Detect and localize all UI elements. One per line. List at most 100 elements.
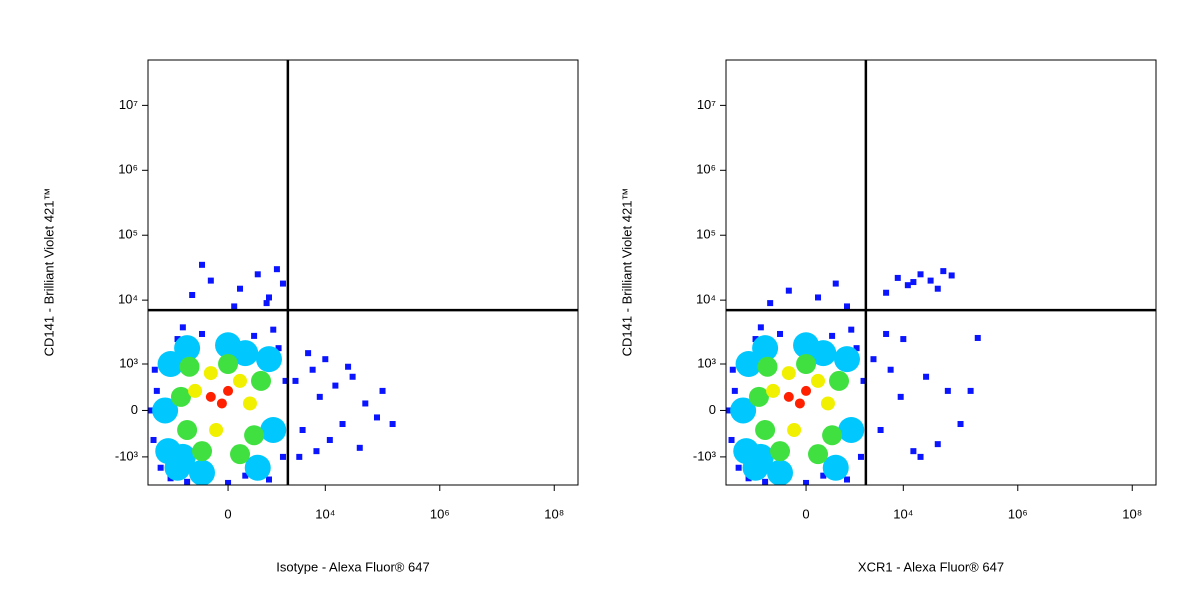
point (752, 336, 759, 343)
x-tick-label: 10⁴ (893, 506, 913, 521)
point (389, 421, 396, 428)
point (747, 443, 774, 470)
point (897, 393, 904, 400)
point (356, 444, 363, 451)
point (887, 366, 894, 373)
points (148, 261, 396, 485)
point (811, 373, 826, 388)
point (266, 294, 273, 301)
y-tick-label: 10⁶ (118, 162, 138, 177)
point (244, 425, 265, 446)
point (218, 354, 239, 375)
point (883, 289, 890, 296)
point (766, 383, 781, 398)
point (275, 345, 282, 352)
x-tick-label: 0 (224, 506, 231, 521)
point (770, 441, 791, 462)
point (803, 479, 810, 485)
point (757, 324, 764, 331)
y-tick-label: 10⁶ (696, 162, 716, 177)
point (829, 332, 836, 339)
point (174, 336, 181, 343)
y-tick-label: 10⁷ (119, 97, 138, 112)
point (184, 478, 191, 485)
point (731, 387, 738, 394)
point (820, 396, 835, 411)
point (777, 330, 784, 337)
point (853, 345, 860, 352)
point (781, 366, 796, 381)
point (748, 386, 769, 407)
point (787, 422, 802, 437)
point (729, 366, 736, 373)
point (260, 416, 287, 443)
point (242, 472, 249, 479)
point (225, 479, 232, 485)
point (296, 453, 303, 460)
y-tick-label: 0 (709, 402, 716, 417)
point (934, 441, 941, 448)
point (940, 268, 947, 275)
panel: 0 10⁴ 10⁶ 10⁸ -10³ 0 10³ 10⁴ 10⁵ 10⁶ 10⁷ Isotype - … (41, 59, 579, 574)
point (877, 426, 884, 433)
point (292, 377, 299, 384)
x-tick-label: 10⁸ (1122, 506, 1142, 521)
point (752, 335, 779, 362)
point (233, 373, 248, 388)
x-tick-label: 10⁸ (544, 506, 564, 521)
point (189, 459, 216, 485)
point (934, 285, 941, 292)
y-tick-label: 10⁵ (696, 227, 716, 242)
y-tick-label: 10⁵ (118, 227, 138, 242)
point (157, 351, 184, 378)
point (810, 340, 837, 367)
point (179, 356, 200, 377)
point (808, 444, 829, 465)
point (254, 271, 261, 278)
point (148, 407, 154, 414)
point (767, 300, 774, 307)
point (362, 400, 369, 407)
points (726, 268, 981, 485)
point (730, 397, 757, 424)
point (904, 282, 911, 289)
x-tick-label: 10⁶ (430, 506, 450, 521)
point (857, 453, 864, 460)
y-axis-title: CD141 - Brilliant Violet 421™ (619, 188, 634, 357)
point (948, 272, 955, 279)
point (767, 459, 794, 485)
point (273, 266, 280, 273)
point (728, 436, 735, 443)
point (379, 387, 386, 394)
point (923, 373, 930, 380)
panel: 0 10⁴ 10⁶ 10⁸ -10³ 0 10³ 10⁴ 10⁵ 10⁶ 10⁷ XCR1 - Ale… (619, 59, 1157, 574)
point (957, 421, 964, 428)
point (900, 336, 907, 343)
point (153, 387, 160, 394)
point (237, 285, 244, 292)
point (838, 416, 865, 443)
point (332, 382, 339, 389)
point (263, 300, 270, 307)
point (910, 448, 917, 455)
point (316, 393, 323, 400)
point (192, 441, 213, 462)
point (822, 425, 843, 446)
point (883, 330, 890, 337)
y-tick-label: 10⁴ (118, 292, 138, 307)
point (917, 271, 924, 278)
point (231, 303, 238, 310)
point (822, 454, 849, 481)
point (726, 407, 732, 414)
point (209, 422, 224, 437)
point (801, 385, 812, 396)
point (313, 448, 320, 455)
point (326, 436, 333, 443)
point (762, 478, 769, 485)
point (967, 387, 974, 394)
point (251, 370, 272, 391)
y-tick-label: 10⁷ (697, 97, 716, 112)
point (944, 387, 951, 394)
point (230, 444, 251, 465)
y-tick-label: 10³ (697, 355, 716, 370)
